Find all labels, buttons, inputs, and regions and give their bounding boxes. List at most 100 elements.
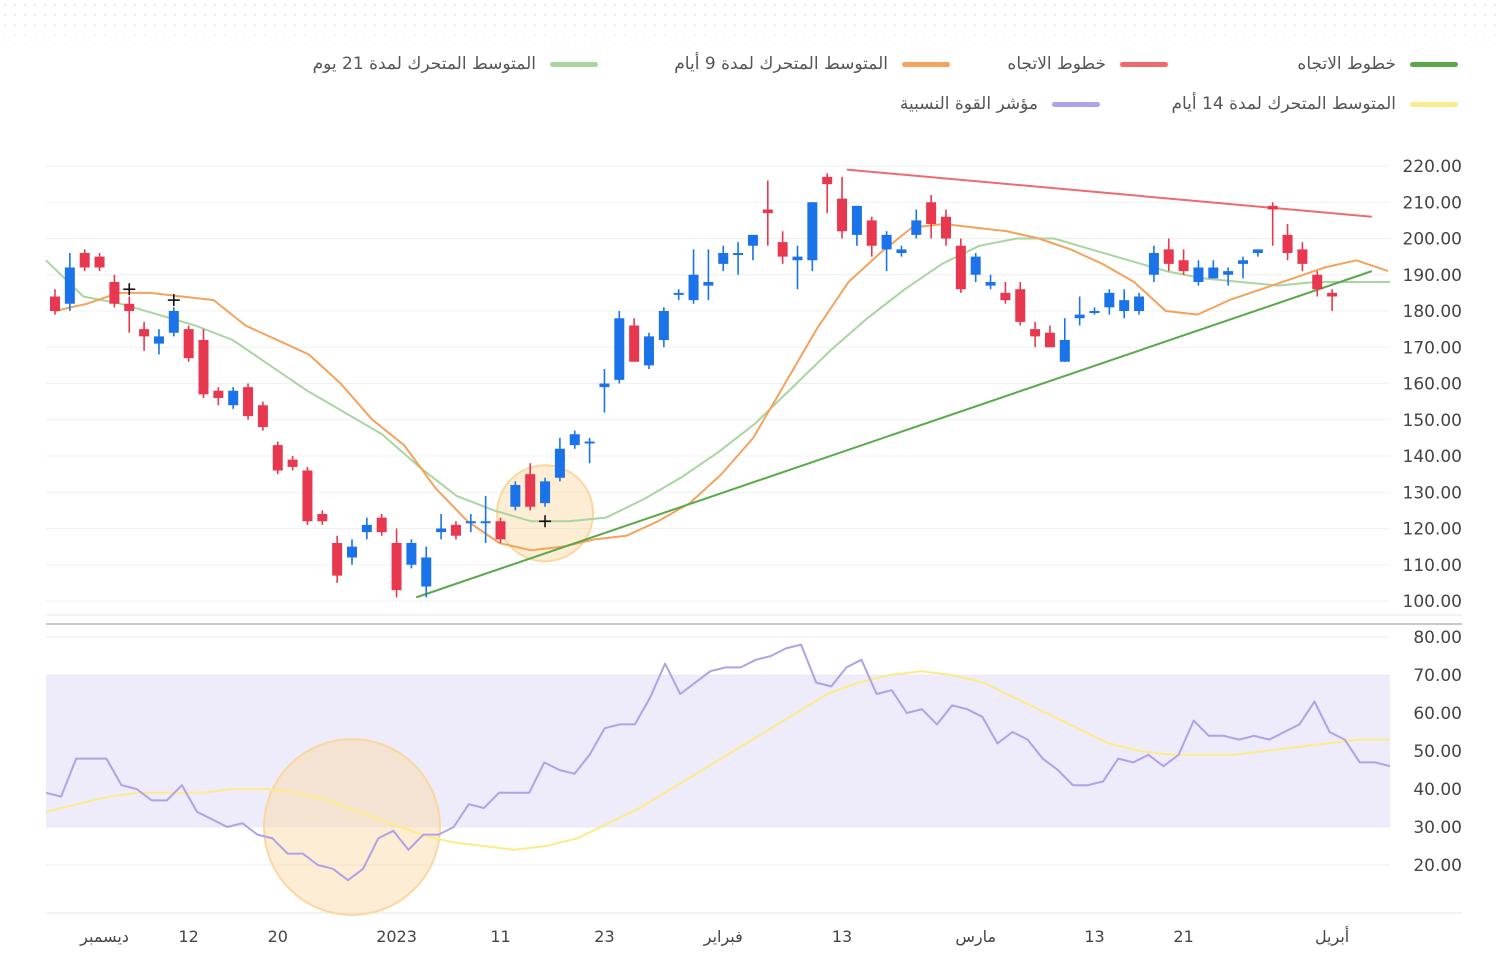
candle-body <box>495 521 506 540</box>
candle-body <box>183 329 194 359</box>
candle <box>1282 224 1293 261</box>
candle <box>569 430 580 449</box>
legend-swatch <box>902 61 950 67</box>
candle <box>1223 267 1234 286</box>
candle <box>228 387 239 409</box>
candle-body <box>985 282 996 286</box>
candle <box>1327 289 1338 311</box>
x-tick-label: 12 <box>178 927 198 946</box>
candle-body <box>421 557 432 587</box>
candle-body <box>955 245 966 290</box>
candle <box>64 253 75 311</box>
highlight-circle <box>496 464 595 563</box>
candle-body <box>465 521 476 524</box>
candle <box>168 307 179 337</box>
candle-body <box>941 216 951 239</box>
candle-body <box>1104 292 1115 308</box>
candle-body <box>1119 300 1130 311</box>
trend-line-down <box>846 168 1372 218</box>
candle-body <box>1089 311 1100 313</box>
candle <box>673 289 684 301</box>
candle-body <box>733 253 744 255</box>
candle <box>139 321 150 351</box>
legend-item[interactable]: خطوط الاتجاه <box>1007 54 1168 74</box>
x-tick-label: فبراير <box>703 927 743 947</box>
candle-body <box>688 274 699 301</box>
rsi-line <box>45 643 1391 882</box>
legend-item[interactable]: مؤشر القوة النسبية <box>900 94 1100 114</box>
candle <box>1059 318 1070 362</box>
chart-legend: خطوط الاتجاه خطوط الاتجاه المتوسط المتحرك … <box>0 0 1500 130</box>
candle <box>1163 238 1174 272</box>
rsi-tick-label: 60.00 <box>1413 704 1462 724</box>
candle-body <box>302 470 313 522</box>
candle-body <box>525 474 536 507</box>
candle-body <box>866 220 877 246</box>
candle-body <box>1015 289 1026 322</box>
x-tick-label: مارس <box>955 927 996 947</box>
candle-body <box>213 390 224 398</box>
candle <box>955 238 966 293</box>
candle-body <box>391 543 402 591</box>
candle <box>1252 249 1263 257</box>
candle <box>851 205 862 246</box>
legend-item[interactable]: المتوسط المتحرك لمدة 9 أيام <box>674 54 950 74</box>
legend-item[interactable]: المتوسط المتحرك لمدة 14 أيام <box>1171 94 1458 114</box>
candle <box>985 274 996 290</box>
candle <box>896 245 907 257</box>
candle <box>317 510 328 525</box>
candle <box>792 245 803 290</box>
candle-body <box>436 528 447 533</box>
x-tick-label: 11 <box>490 927 510 946</box>
candle-body <box>792 256 803 261</box>
candle <box>1089 307 1100 315</box>
candle-body <box>1312 274 1323 290</box>
price-tick-label: 120.00 <box>1403 520 1462 540</box>
candle <box>807 202 818 272</box>
candle-body <box>584 441 595 444</box>
candle <box>510 481 521 511</box>
candle <box>302 466 313 525</box>
rsi-ma-line <box>45 670 1390 851</box>
candle-body <box>822 176 833 185</box>
legend-item[interactable]: المتوسط المتحرك لمدة 21 يوم <box>313 54 598 74</box>
candle-body <box>347 546 357 558</box>
candle-body <box>450 524 461 536</box>
candle <box>406 539 417 569</box>
candle-body <box>1178 260 1189 272</box>
candle <box>1297 242 1308 272</box>
legend-item[interactable]: خطوط الاتجاه <box>1297 54 1458 74</box>
candle-body <box>361 524 372 533</box>
candle-body <box>168 311 179 333</box>
candle <box>822 173 833 214</box>
candle-body <box>777 242 788 257</box>
candle <box>243 383 254 420</box>
candle-body <box>139 329 150 337</box>
candle-body <box>1208 267 1219 279</box>
candle <box>213 387 224 406</box>
candle <box>272 441 283 475</box>
candle <box>153 329 164 355</box>
candle <box>1000 282 1011 304</box>
candle <box>376 514 387 536</box>
candle <box>1312 271 1323 297</box>
candle <box>703 249 714 301</box>
candle-body <box>198 340 209 395</box>
ma21-line <box>45 237 1390 523</box>
candle <box>332 535 343 583</box>
candle-body <box>1297 249 1308 264</box>
candle-body <box>94 256 105 268</box>
candle-body <box>1044 332 1055 348</box>
candle <box>941 209 951 246</box>
candle-body <box>124 303 135 311</box>
price-tick-label: 150.00 <box>1403 411 1462 431</box>
candle-body <box>406 543 417 565</box>
price-tick-label: 110.00 <box>1403 556 1462 576</box>
price-tick-label: 140.00 <box>1403 447 1462 467</box>
candle-body <box>480 521 491 524</box>
candle <box>495 517 506 543</box>
candle <box>257 401 268 431</box>
candle-body <box>926 202 937 224</box>
candle <box>540 477 551 507</box>
